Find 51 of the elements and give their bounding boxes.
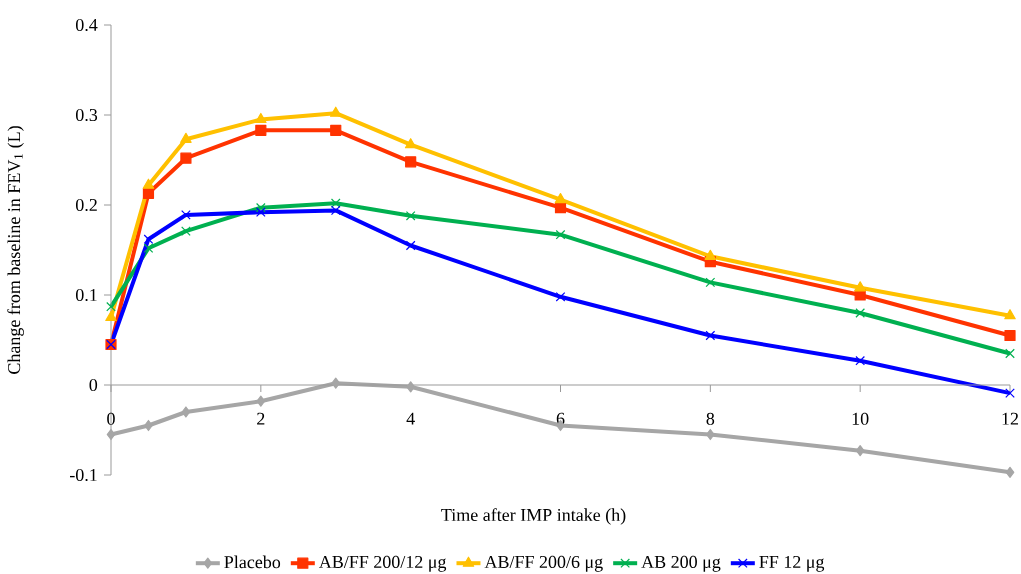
point bbox=[855, 308, 866, 318]
point bbox=[1004, 329, 1016, 342]
point bbox=[555, 229, 566, 240]
point bbox=[256, 395, 266, 407]
point bbox=[855, 355, 866, 366]
y-tick-label: 0.3 bbox=[75, 108, 98, 122]
y-tick-label: 0.4 bbox=[75, 18, 98, 32]
x-tick-label: 2 bbox=[257, 412, 265, 425]
point bbox=[143, 243, 154, 254]
point bbox=[405, 210, 416, 221]
point bbox=[705, 277, 716, 288]
y-tick-label: -0.1 bbox=[69, 468, 97, 482]
legend-label: AB/FF 200/6 μg bbox=[484, 555, 603, 572]
point bbox=[330, 198, 341, 209]
point bbox=[106, 428, 116, 441]
point bbox=[106, 301, 116, 312]
point bbox=[142, 178, 155, 189]
point bbox=[854, 289, 866, 301]
y-tick-label: 0.2 bbox=[75, 198, 97, 212]
point bbox=[704, 249, 717, 260]
legend-label: AB 200 μg bbox=[641, 555, 721, 572]
y-axis-title: Change from baseline in FEV$_{1}$ (L) bbox=[7, 126, 24, 374]
point bbox=[105, 310, 117, 322]
point bbox=[405, 156, 417, 168]
y-tick-label: 0 bbox=[89, 378, 98, 392]
point bbox=[255, 112, 267, 124]
point bbox=[1005, 466, 1015, 478]
point bbox=[854, 281, 866, 292]
point bbox=[255, 202, 266, 213]
x-axis-title: Time after IMP intake (h) bbox=[441, 508, 626, 525]
point bbox=[330, 124, 342, 136]
point bbox=[404, 138, 417, 149]
y-tick-label: 0.1 bbox=[75, 288, 97, 302]
x-tick-label: 0 bbox=[107, 412, 115, 425]
point bbox=[554, 193, 567, 204]
point bbox=[180, 152, 192, 164]
legend-label: FF 12 μg bbox=[759, 555, 825, 572]
point bbox=[181, 226, 191, 236]
x-tick-label: 12 bbox=[1002, 412, 1019, 425]
point bbox=[1005, 348, 1015, 359]
x-tick-label: 10 bbox=[852, 412, 869, 425]
point bbox=[1005, 388, 1015, 398]
point bbox=[180, 132, 192, 143]
point bbox=[1004, 309, 1016, 320]
legend-label: Placebo bbox=[224, 555, 281, 569]
point bbox=[255, 124, 267, 136]
x-tick-label: 4 bbox=[406, 412, 415, 425]
x-tick-label: 8 bbox=[706, 412, 715, 425]
point bbox=[181, 406, 191, 418]
legend-label: AB/FF 200/12 μg bbox=[318, 555, 447, 572]
point bbox=[255, 207, 266, 218]
